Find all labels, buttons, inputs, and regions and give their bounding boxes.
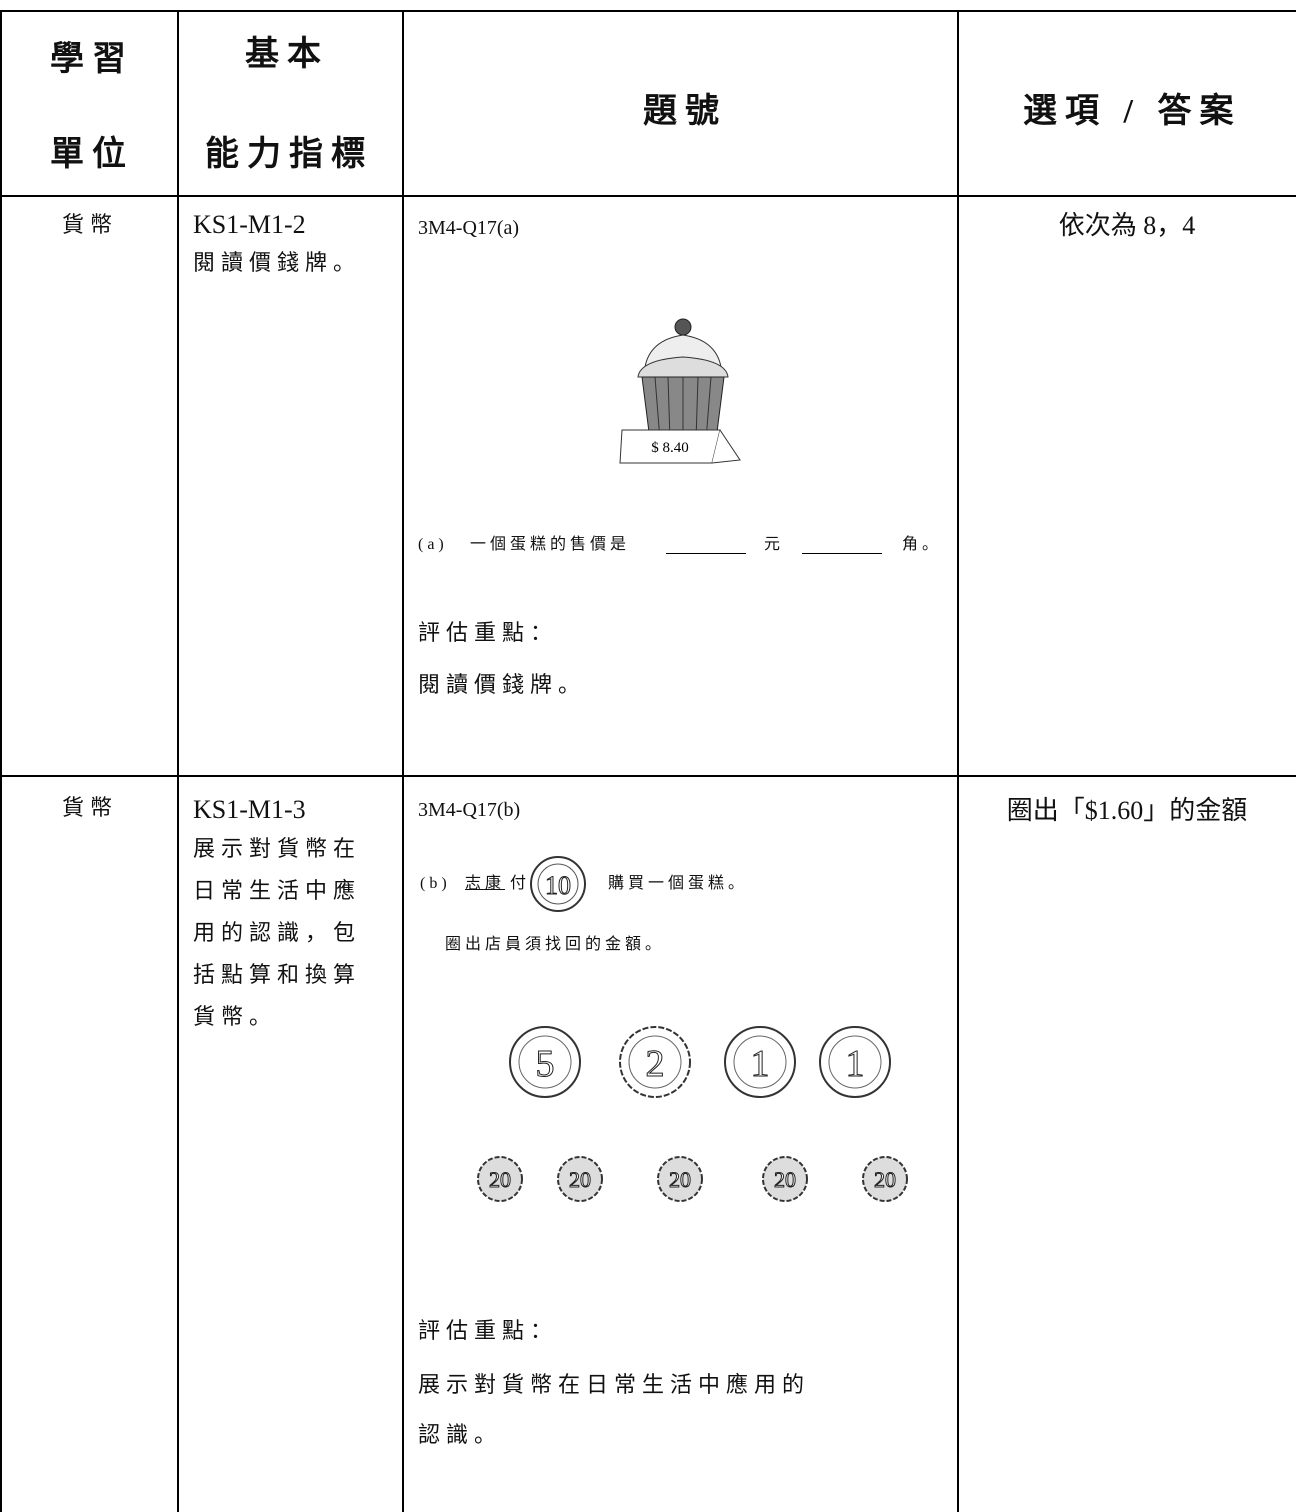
header-text: 能力指標 — [205, 136, 373, 173]
unit: 貨幣 — [62, 795, 119, 820]
coin-value: 10 — [545, 871, 571, 900]
coin-rim — [828, 1035, 882, 1089]
table-border — [0, 775, 1296, 777]
coin-value: 20 — [669, 1167, 691, 1192]
question-text: 付 — [510, 875, 531, 892]
indicator-text: 閱讀價錢牌。 — [193, 250, 362, 275]
question-text: 元 — [764, 536, 785, 553]
question-id: 3M4-Q17(a) — [418, 217, 520, 239]
coin-value: 1 — [846, 1043, 865, 1085]
header-text: 學習 — [50, 41, 134, 78]
unit: 貨幣 — [62, 212, 119, 237]
focus-title: 評估重點： — [418, 1318, 559, 1343]
coin-value: 5 — [536, 1043, 555, 1085]
focus-text: 展示對貨幣在日常生活中應用的 — [418, 1372, 811, 1397]
indicator-text: 括點算和換算 — [193, 962, 362, 987]
header-text: 選項 / 答案 — [1023, 93, 1242, 130]
indicator-text: 用的認識，包 — [193, 920, 362, 945]
table-border — [0, 10, 1296, 12]
question-id: 3M4-Q17(b) — [418, 799, 521, 821]
indicator-text: 展示對貨幣在 — [193, 836, 362, 861]
coin-value: 20 — [489, 1167, 511, 1192]
question-text: 圈出店員須找回的金額。 — [445, 936, 666, 953]
table-border — [0, 10, 2, 1512]
coin-value: 20 — [774, 1167, 796, 1192]
answer: 依次為 8，4 — [1058, 211, 1196, 240]
coin — [657, 1156, 703, 1202]
table-border — [402, 10, 404, 1512]
price-tag: $ 8.40 — [651, 440, 689, 456]
focus-title: 評估重點： — [418, 620, 559, 645]
table-border — [957, 10, 959, 1512]
coin — [477, 1156, 523, 1202]
question-label: (a) — [418, 536, 448, 553]
indicator-text: 日常生活中應 — [193, 878, 362, 903]
table-border — [0, 195, 1296, 197]
question-name: 志康 — [465, 875, 506, 892]
coin-value: 20 — [569, 1167, 591, 1192]
coin — [509, 1026, 581, 1098]
indicator-text: 貨幣。 — [193, 1004, 278, 1029]
focus-text: 認識。 — [418, 1422, 503, 1447]
coin-rim — [628, 1035, 682, 1089]
coin — [619, 1026, 691, 1098]
table-border — [177, 10, 179, 1512]
coin-value: 2 — [646, 1043, 665, 1085]
indicator-code: KS1-M1-3 — [193, 795, 306, 824]
indicator-code: KS1-M1-2 — [193, 210, 306, 239]
coin — [724, 1026, 796, 1098]
answer-blank — [802, 553, 882, 554]
header-text: 題號 — [643, 93, 727, 130]
question-label: (b) — [420, 875, 451, 892]
coin — [862, 1156, 908, 1202]
coin — [819, 1026, 891, 1098]
coin-rim — [733, 1035, 787, 1089]
answer-blank — [666, 553, 746, 554]
question-text: 購買一個蛋糕。 — [608, 875, 749, 892]
header-text: 基本 — [245, 36, 329, 73]
answer: 圈出「$1.60」的金額 — [1006, 796, 1248, 825]
header-text: 單位 — [50, 136, 134, 173]
cupcake-illustration: $ 8.40 — [619, 318, 741, 464]
question-text: 一個蛋糕的售價是 — [470, 536, 631, 553]
focus-text: 閱讀價錢牌。 — [418, 672, 587, 697]
coin — [557, 1156, 603, 1202]
coin-value: 1 — [751, 1043, 770, 1085]
question-text: 角。 — [902, 536, 943, 553]
coin-value: 20 — [874, 1167, 896, 1192]
coin — [762, 1156, 808, 1202]
coins-illustration: 10 5 2 1 120 20 20 20 20 — [477, 856, 908, 1202]
coin-rim — [518, 1035, 572, 1089]
